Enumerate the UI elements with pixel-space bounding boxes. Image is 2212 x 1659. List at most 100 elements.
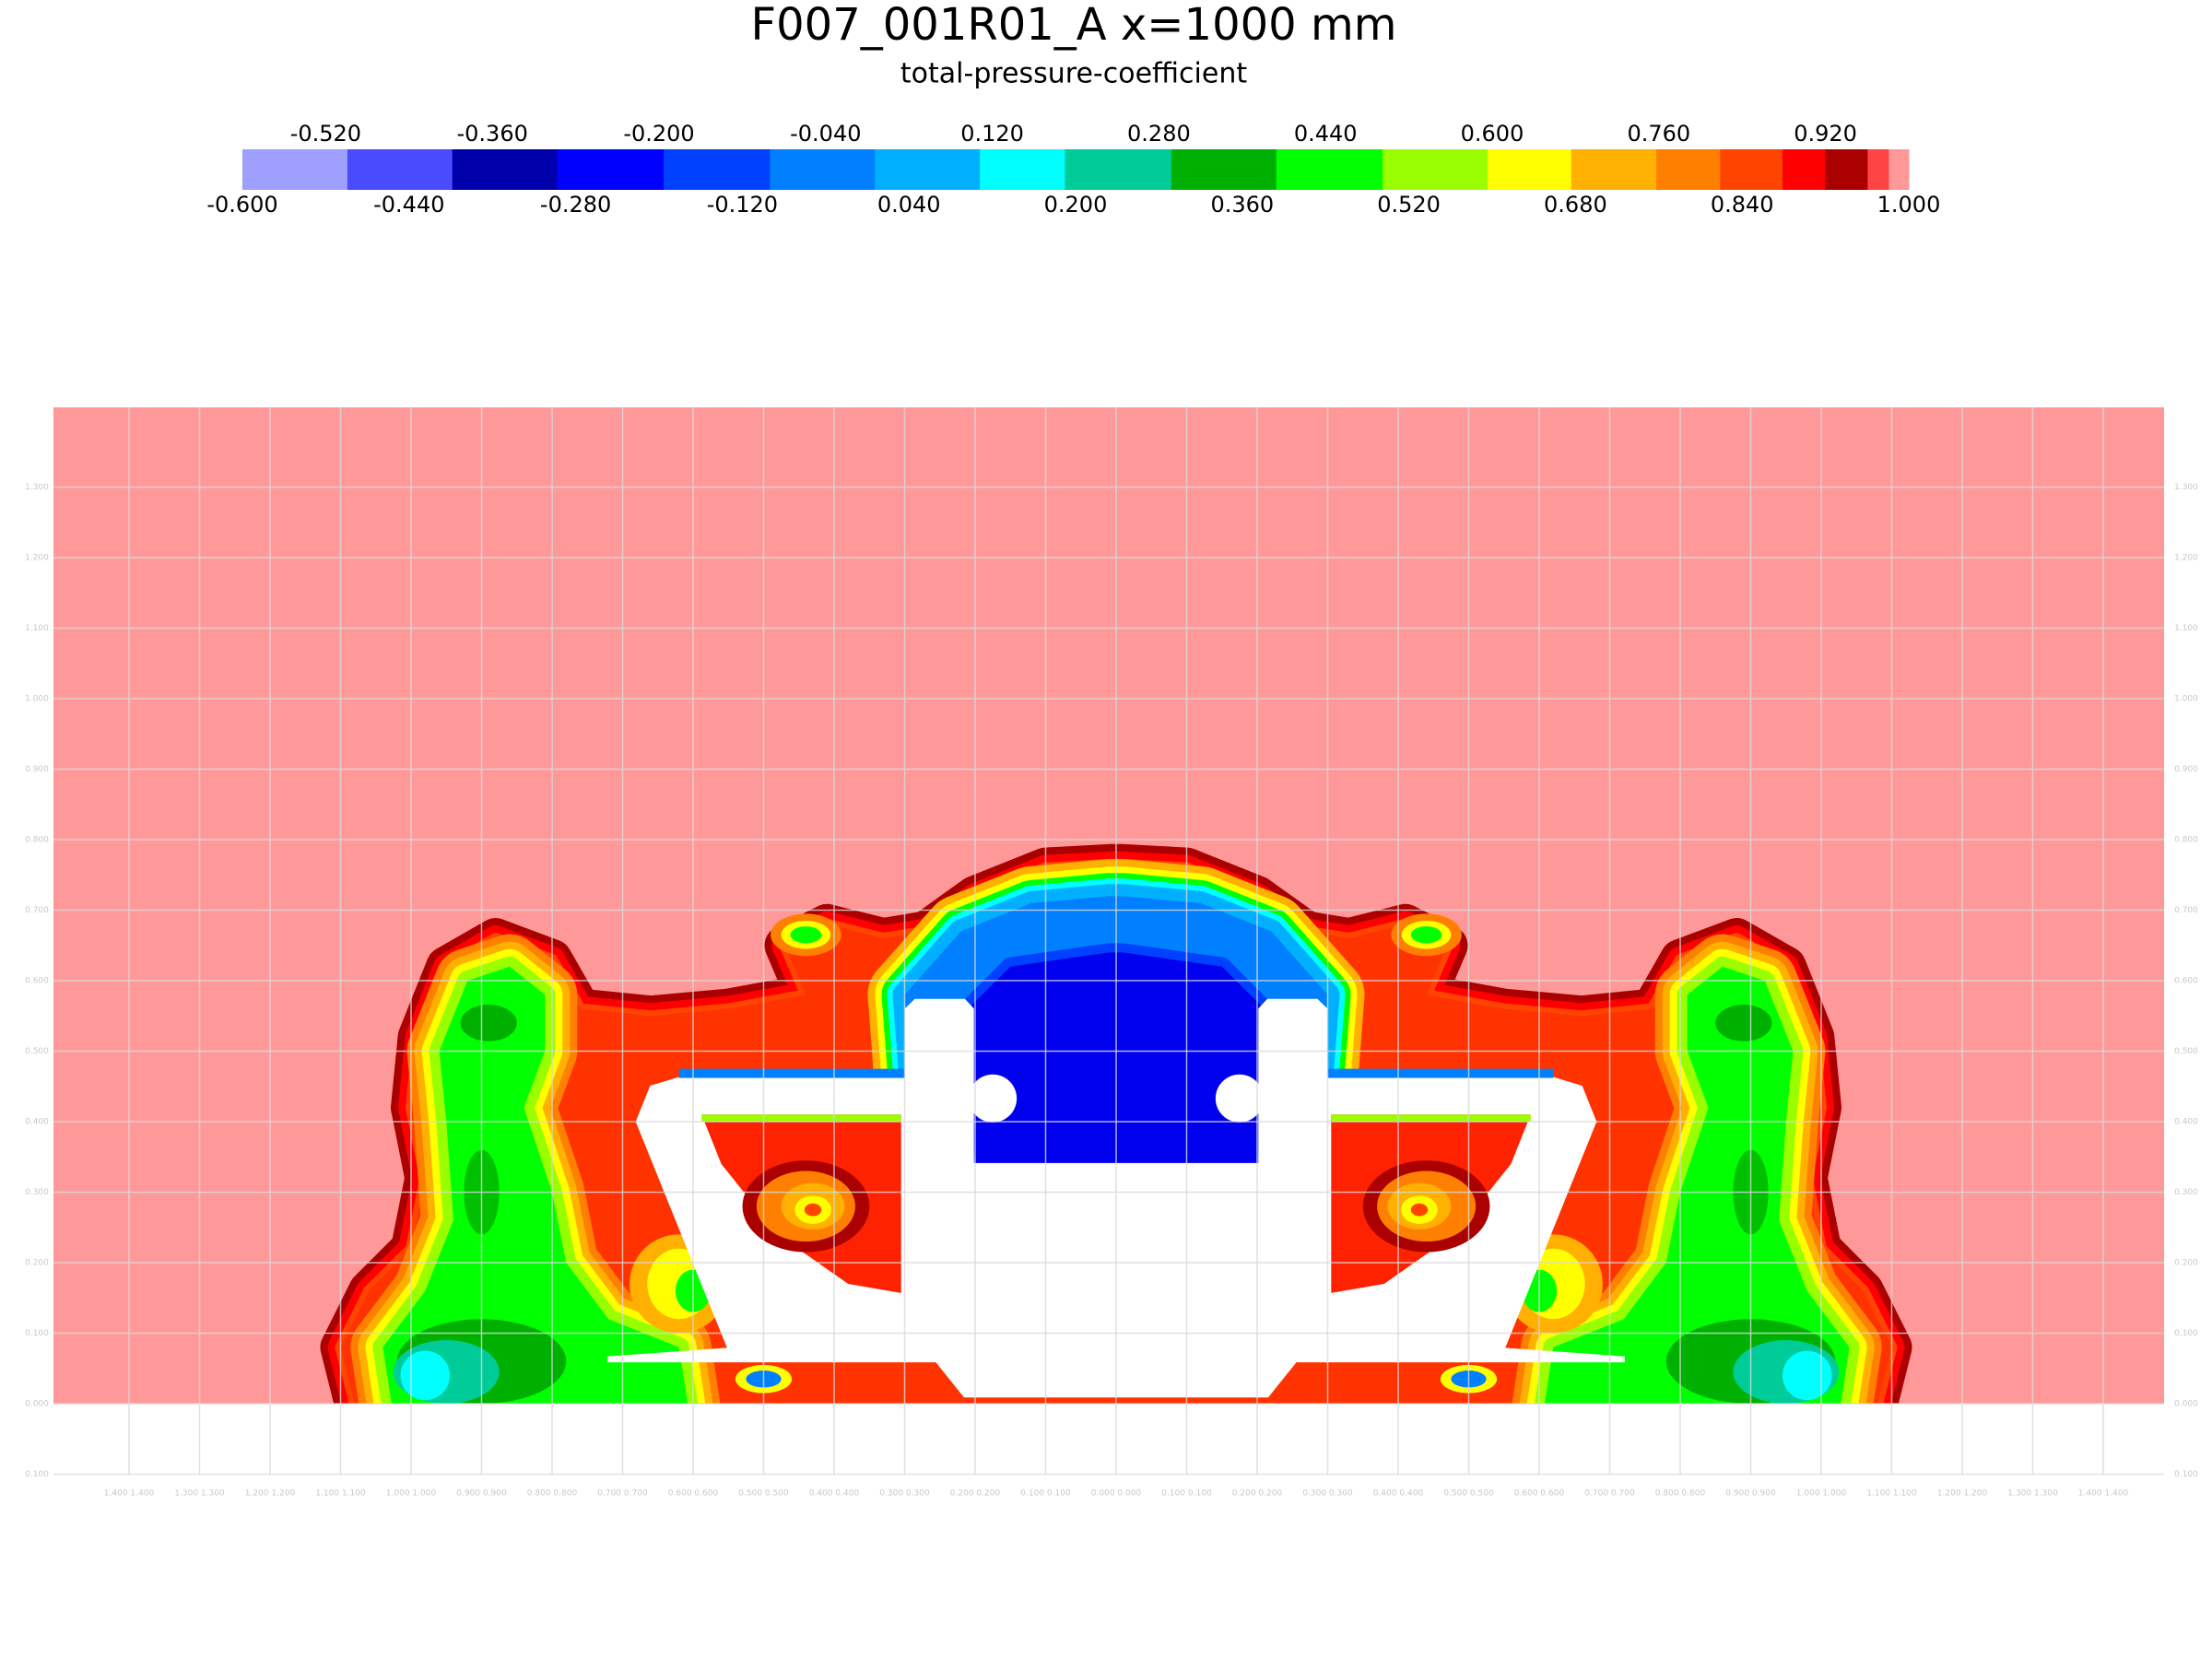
contour-region bbox=[400, 1350, 451, 1401]
x-tick-label: 0.400 0.400 bbox=[1373, 1489, 1424, 1499]
colorbar-band bbox=[980, 149, 1065, 190]
colorbar-label: 0.760 bbox=[1627, 121, 1690, 147]
x-tick-label: 0.900 0.900 bbox=[456, 1489, 507, 1499]
colorbar-band bbox=[664, 149, 771, 190]
y-tick-label: 1.200 bbox=[2174, 554, 2198, 563]
colorbar-label: 0.840 bbox=[1711, 192, 1774, 218]
colorbar-label: -0.120 bbox=[707, 192, 778, 218]
y-tick-label: 1.000 bbox=[2174, 695, 2198, 704]
x-tick-label: 1.400 1.400 bbox=[104, 1489, 155, 1499]
contour-region bbox=[804, 1203, 822, 1217]
x-tick-label: 0.900 0.900 bbox=[1725, 1489, 1776, 1499]
contour-region bbox=[1327, 1068, 1554, 1078]
x-tick-label: 0.400 0.400 bbox=[809, 1489, 860, 1499]
x-tick-label: 0.500 0.500 bbox=[1443, 1489, 1494, 1499]
y-tick-label: 0.000 bbox=[2174, 1400, 2198, 1409]
grid bbox=[53, 407, 2164, 1476]
x-tick-label: 1.100 1.100 bbox=[1866, 1489, 1917, 1499]
y-tick-label: 0.100 bbox=[2174, 1470, 2198, 1479]
colorbar-label: 0.040 bbox=[877, 192, 941, 218]
colorbar-label: 0.600 bbox=[1461, 121, 1524, 147]
x-tick-label: 0.100 0.100 bbox=[1161, 1489, 1212, 1499]
x-tick-label: 0.600 0.600 bbox=[668, 1489, 719, 1499]
y-tick-label: 0.900 bbox=[2174, 765, 2198, 774]
y-tick-label: 1.200 bbox=[25, 554, 49, 563]
y-tick-label: 0.300 bbox=[2174, 1188, 2198, 1197]
y-tick-label: 0.100 bbox=[2174, 1329, 2198, 1338]
y-tick-label: 0.600 bbox=[25, 977, 49, 986]
colorbar-label: 0.440 bbox=[1294, 121, 1358, 147]
y-tick-label: 0.100 bbox=[25, 1470, 49, 1479]
car-body bbox=[969, 1074, 1018, 1123]
y-tick-label: 1.300 bbox=[2174, 483, 2198, 492]
subtitle: total-pressure-coefficient bbox=[900, 58, 1247, 90]
colorbar-band bbox=[875, 149, 981, 190]
y-tick-label: 1.100 bbox=[25, 624, 49, 633]
x-tick-label: 1.300 1.300 bbox=[2007, 1489, 2058, 1499]
y-tick-label: 0.900 bbox=[25, 765, 49, 774]
x-tick-label: 0.600 0.600 bbox=[1514, 1489, 1565, 1499]
x-tick-label: 0.700 0.700 bbox=[1584, 1489, 1635, 1499]
colorbar-label: -0.040 bbox=[790, 121, 861, 147]
axis-labels: 1.300 1.300 1.200 1.200 1.100 1.100 1.000 1.000… bbox=[25, 483, 2198, 1499]
y-tick-label: 0.400 bbox=[2174, 1118, 2198, 1127]
contour-region bbox=[678, 1068, 905, 1078]
y-tick-label: 0.600 bbox=[2174, 977, 2198, 986]
x-tick-label: 0.300 0.300 bbox=[879, 1489, 930, 1499]
y-tick-label: 0.800 bbox=[2174, 836, 2198, 845]
colorbar-label: -0.360 bbox=[457, 121, 528, 147]
contour-region bbox=[1715, 1005, 1772, 1041]
colorbar-label: 0.120 bbox=[960, 121, 1024, 147]
colorbar-band bbox=[1571, 149, 1657, 190]
y-tick-label: 0.400 bbox=[25, 1118, 49, 1127]
colorbar-label: -0.200 bbox=[623, 121, 694, 147]
y-tick-label: 0.500 bbox=[2174, 1047, 2198, 1056]
x-tick-label: 0.200 0.200 bbox=[1232, 1489, 1283, 1499]
y-tick-label: 0.100 bbox=[25, 1329, 49, 1338]
colorbar-band bbox=[1867, 149, 1889, 190]
colorbar-band bbox=[452, 149, 559, 190]
x-tick-label: 0.500 0.500 bbox=[738, 1489, 789, 1499]
y-tick-label: 0.000 bbox=[25, 1400, 49, 1409]
x-tick-label: 0.100 0.100 bbox=[1020, 1489, 1071, 1499]
contour-region bbox=[701, 1114, 901, 1122]
y-tick-label: 1.100 bbox=[2174, 624, 2198, 633]
colorbar-band bbox=[1720, 149, 1783, 190]
x-tick-label: 0.800 0.800 bbox=[1655, 1489, 1706, 1499]
y-tick-label: 0.700 bbox=[2174, 906, 2198, 915]
x-tick-label: 0.200 0.200 bbox=[950, 1489, 1001, 1499]
x-tick-label: 0.700 0.700 bbox=[597, 1489, 648, 1499]
y-tick-label: 0.800 bbox=[25, 836, 49, 845]
colorbar-label: -0.280 bbox=[540, 192, 611, 218]
y-tick-label: 0.500 bbox=[25, 1047, 49, 1056]
y-tick-label: 1.300 bbox=[25, 483, 49, 492]
colorbar-band bbox=[557, 149, 665, 190]
contour-region bbox=[1782, 1350, 1832, 1401]
colorbar-band bbox=[1382, 149, 1488, 190]
x-tick-label: 1.300 1.300 bbox=[174, 1489, 225, 1499]
colorbar-band bbox=[1656, 149, 1721, 190]
colorbar-band bbox=[770, 149, 876, 190]
colorbar-band bbox=[1276, 149, 1383, 190]
car-body bbox=[1215, 1074, 1264, 1123]
contour-region bbox=[1410, 1203, 1429, 1217]
x-tick-label: 1.000 1.000 bbox=[1796, 1489, 1847, 1499]
colorbar-band bbox=[1783, 149, 1826, 190]
colorbar-label: 0.200 bbox=[1044, 192, 1108, 218]
contour-region bbox=[1331, 1114, 1531, 1122]
contour-region bbox=[460, 1005, 517, 1041]
colorbar-label: 1.000 bbox=[1877, 192, 1941, 218]
colorbar-label: -0.600 bbox=[206, 192, 277, 218]
colorbar-band bbox=[347, 149, 453, 190]
contour-region bbox=[1410, 926, 1442, 944]
contour-region bbox=[382, 966, 688, 1404]
colorbar-label: -0.440 bbox=[373, 192, 444, 218]
colorbar-band bbox=[242, 149, 348, 190]
colorbar-label: -0.520 bbox=[290, 121, 361, 147]
y-tick-label: 0.700 bbox=[25, 906, 49, 915]
y-tick-label: 0.300 bbox=[25, 1188, 49, 1197]
x-tick-label: 0.000 0.000 bbox=[1091, 1489, 1142, 1499]
x-tick-label: 0.300 0.300 bbox=[1302, 1489, 1353, 1499]
colorbar-band bbox=[1065, 149, 1172, 190]
